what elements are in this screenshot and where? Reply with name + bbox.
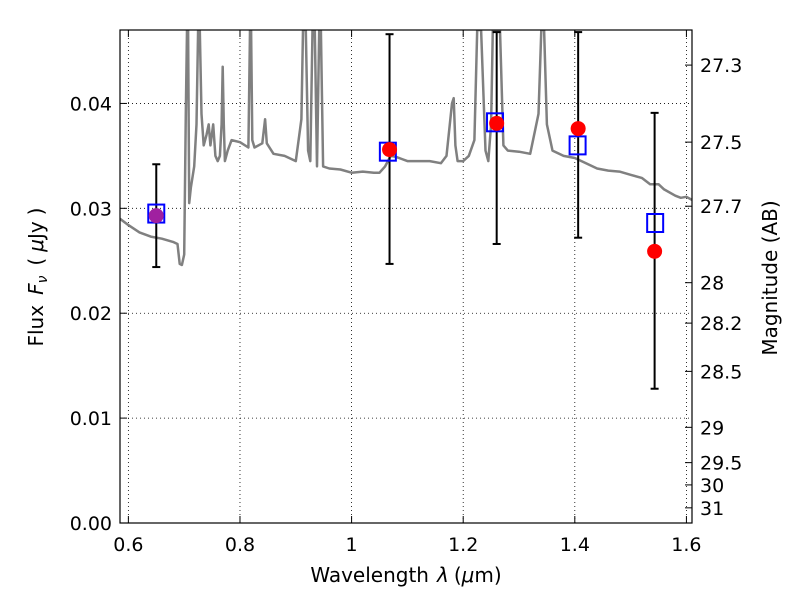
observed-point [382, 142, 398, 158]
x-tick-label: 0.8 [225, 534, 255, 556]
model-photometry-square [646, 213, 665, 234]
x-tick-label: 1 [346, 534, 358, 556]
ticks: 0.6 0.8 1 1.2 1.4 1.6 0.00 0.01 0.02 0.03 0.04 27.3… [70, 30, 742, 556]
y-tick-label: 0.03 [70, 198, 112, 220]
y-tick-label: 0.01 [70, 408, 112, 430]
model-spectrum-line [120, 30, 692, 267]
y2-tick-label: 29 [700, 417, 724, 439]
x-tick-label: 1.2 [448, 534, 478, 556]
plot-background [120, 30, 692, 523]
x-axis-label: Wavelength λ (μm) [310, 563, 501, 587]
observed-point [647, 243, 663, 259]
points-layer [147, 112, 665, 259]
y2-axis-label: Magnitude (AB) [758, 200, 782, 355]
y2-tick-label: 28.2 [700, 313, 742, 335]
x-tick-label: 0.6 [113, 534, 143, 556]
observed-point [570, 121, 586, 137]
y-tick-label: 0.02 [70, 303, 112, 325]
observed-point [489, 115, 505, 131]
y2-tick-label: 28 [700, 273, 724, 295]
plot-frame [119, 29, 693, 524]
y2-tick-label: 29.5 [700, 453, 742, 475]
model-photometry-square [568, 135, 587, 156]
x-tick-label: 1.6 [671, 534, 701, 556]
y2-tick-label: 30 [700, 475, 724, 497]
y2-tick-label: 27.5 [700, 132, 742, 154]
observed-point [148, 208, 164, 224]
y2-tick-label: 28.5 [700, 361, 742, 383]
model-spectrum-layer [120, 30, 692, 267]
y2-tick-label: 27.3 [700, 55, 742, 77]
y-tick-label: 0.00 [70, 513, 112, 535]
y-tick-label: 0.04 [70, 93, 112, 115]
y2-tick-label: 31 [700, 498, 724, 520]
x-tick-label: 1.4 [560, 534, 590, 556]
y2-tick-label: 27.7 [700, 196, 742, 218]
y-axis-label: FluxFν(μJy) [24, 207, 51, 346]
